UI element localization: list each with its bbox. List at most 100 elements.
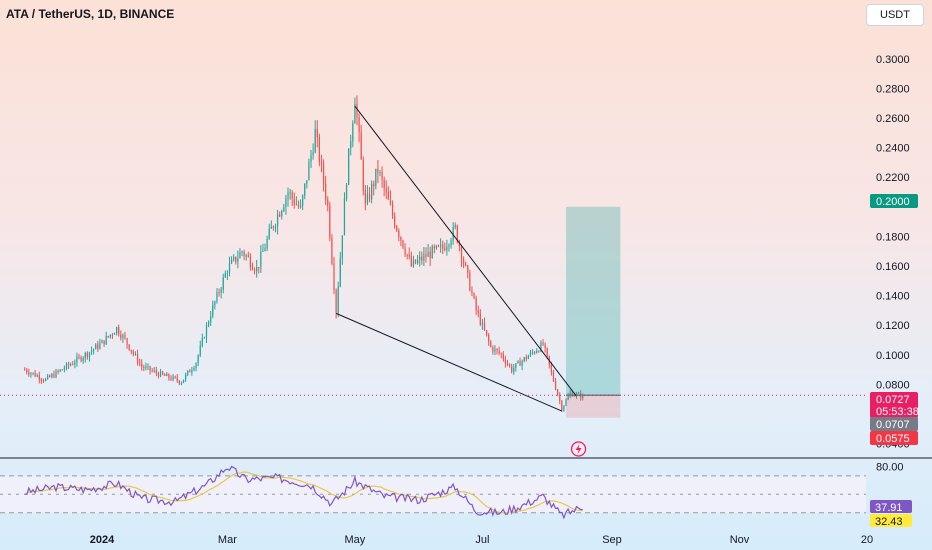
candle-body <box>295 204 298 206</box>
candle-body <box>404 247 406 255</box>
price-badge-label: 0.0707 <box>876 419 910 431</box>
price-badge <box>870 431 918 445</box>
candle-body <box>354 103 356 124</box>
candle-body <box>517 361 519 364</box>
rsi-badge-label: 32.43 <box>875 516 903 528</box>
candle-body <box>256 267 258 272</box>
price-tick-label: 0.2800 <box>876 83 910 95</box>
candle-body <box>492 346 494 352</box>
candle-body <box>233 256 235 260</box>
price-tick-label: 0.1600 <box>876 261 910 273</box>
time-tick-label: Mar <box>218 534 237 546</box>
candle-body <box>287 192 289 198</box>
candle-body <box>258 267 260 269</box>
candle-body <box>57 370 59 372</box>
candle-body <box>191 370 193 373</box>
candle-body <box>496 348 498 351</box>
candle-body <box>180 382 183 384</box>
currency-button[interactable]: USDT <box>866 4 924 26</box>
candle-body <box>450 240 452 246</box>
candle-body <box>291 192 293 199</box>
candle-body <box>59 369 61 372</box>
candles <box>24 95 584 412</box>
rsi-indicator <box>0 465 866 520</box>
candle-body <box>525 357 527 359</box>
candle-body <box>130 349 132 352</box>
candle-body <box>396 226 398 231</box>
candle-body <box>391 204 394 216</box>
candle-body <box>481 322 484 325</box>
candle-body <box>373 183 375 187</box>
candle-body <box>299 205 302 207</box>
candle-body <box>437 245 440 247</box>
candle-body <box>360 132 362 160</box>
candle-body <box>193 368 195 371</box>
candle-body <box>542 342 544 345</box>
candle-body <box>210 316 212 323</box>
candle-body <box>88 352 91 357</box>
candle-body <box>260 251 262 268</box>
candle-body <box>327 199 329 206</box>
candle-body <box>387 191 389 200</box>
candle-body <box>124 335 126 339</box>
candle-body <box>446 246 448 251</box>
candle-body <box>241 251 243 253</box>
candle-body <box>490 341 492 347</box>
candle-body <box>402 240 404 248</box>
candle-body <box>76 356 78 363</box>
candle-body <box>109 334 111 337</box>
candle-body <box>153 370 155 372</box>
candle-body <box>120 334 122 339</box>
candle-body <box>337 286 339 313</box>
candle-body <box>78 356 80 358</box>
candle-body <box>475 298 477 311</box>
candle-body <box>389 199 392 205</box>
candle-body <box>529 352 532 356</box>
candle-body <box>281 211 283 217</box>
candle-body <box>157 373 160 377</box>
candle-body <box>103 340 105 345</box>
candle-body <box>239 252 241 259</box>
candle-body <box>333 263 335 290</box>
candle-body <box>304 183 306 196</box>
candle-body <box>348 148 350 185</box>
candle-body <box>207 322 210 326</box>
candle-body <box>118 327 120 335</box>
candle-body <box>170 378 172 380</box>
candle-body <box>465 263 467 266</box>
candle-body <box>84 352 86 359</box>
candle-body <box>274 225 277 228</box>
candle-body <box>506 363 509 365</box>
candle-body <box>425 254 427 257</box>
price-badge <box>870 392 918 418</box>
rsi-badge <box>870 500 912 513</box>
candle-body <box>381 172 383 180</box>
candle-body <box>155 370 157 374</box>
candle-body <box>308 162 310 181</box>
price-tick-label: 0.1200 <box>876 320 910 332</box>
candle-body <box>316 129 318 137</box>
candle-body <box>122 335 124 339</box>
candle-body <box>534 352 536 354</box>
candle-body <box>228 263 231 274</box>
candle-body <box>385 188 387 192</box>
candle-body <box>214 301 216 306</box>
candle-body <box>320 162 323 164</box>
candle-body <box>293 198 295 205</box>
candle-body <box>531 352 534 354</box>
rsi-panel <box>0 457 932 513</box>
price-tick-label: 0.2400 <box>876 143 910 155</box>
trendline <box>335 312 563 412</box>
candle-body <box>519 361 521 366</box>
candle-body <box>352 123 354 142</box>
candle-body <box>508 364 511 366</box>
candle-body <box>268 228 270 239</box>
candle-body <box>26 369 28 373</box>
candle-body <box>80 356 82 361</box>
candle-body <box>502 354 504 360</box>
time-tick-label: Sep <box>602 534 622 546</box>
price-tick-label: 0.1400 <box>876 291 910 303</box>
candle-body <box>243 251 245 257</box>
